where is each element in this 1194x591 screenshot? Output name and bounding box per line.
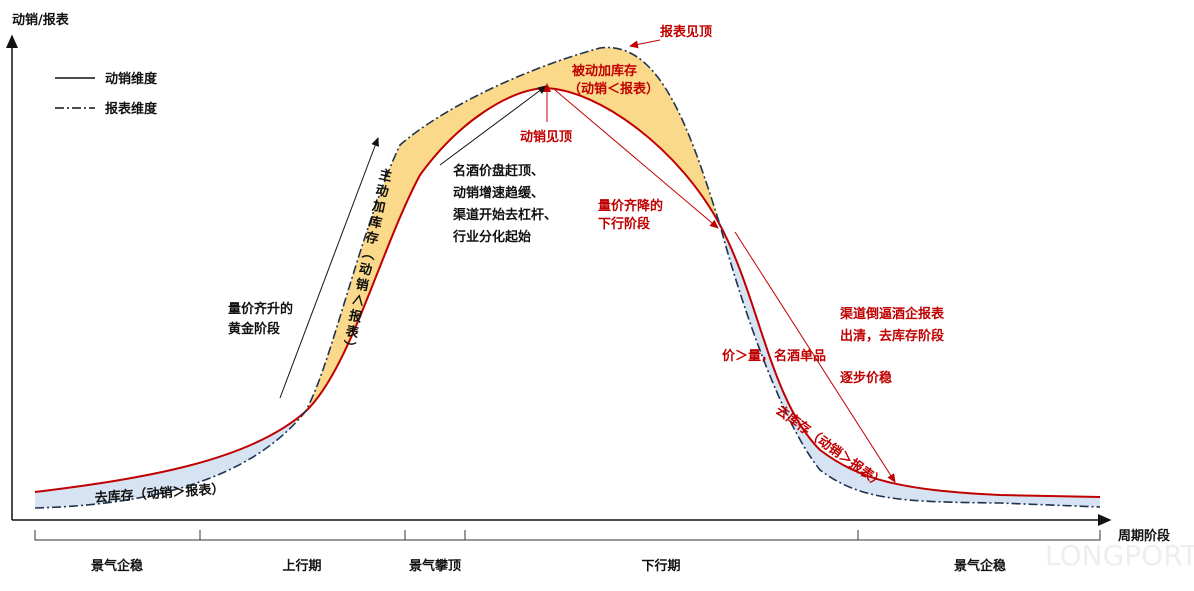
annotation: 逐步价稳	[840, 370, 892, 386]
arrow	[439, 85, 547, 166]
annotation: 量价齐降的	[598, 198, 663, 214]
annotation: 量价齐升的	[228, 301, 293, 317]
legend-label: 报表维度	[105, 101, 158, 117]
destock-area-left	[35, 412, 305, 508]
phase-label: 景气攀顶	[409, 558, 461, 574]
arrow	[554, 89, 719, 229]
report-curve	[34, 46, 1101, 509]
annotation: 渠道倒逼酒企报表	[839, 306, 945, 322]
phase-label: 景气企稳	[91, 558, 143, 574]
annotation: 主动加库存（动销＜报表）	[338, 166, 394, 358]
annotation: 行业分化起始	[452, 229, 531, 245]
annotation: 出清，去库存阶段	[840, 328, 944, 344]
annotation: （动销＜报表）	[568, 81, 659, 97]
legend-label: 动销维度	[105, 71, 158, 87]
arrow	[629, 39, 661, 49]
annotation: 动销见顶	[520, 129, 572, 145]
annotation: 报表见顶	[660, 24, 712, 40]
annotation: 价＞量，名酒单品	[722, 348, 826, 364]
watermark: LONGPORT	[1045, 539, 1194, 572]
destock-area-right	[720, 225, 1100, 507]
annotation: 黄金阶段	[228, 321, 280, 337]
phase-label: 景气企稳	[954, 558, 1006, 574]
arrow	[279, 137, 379, 399]
annotation: 被动加库存	[571, 63, 637, 79]
annotation: 动销增速趋缓、	[453, 185, 544, 201]
arrow	[734, 231, 896, 483]
annotation: 名酒价盘赶顶、	[453, 163, 544, 179]
x-axis-label: 周期阶段	[1118, 528, 1170, 544]
annotation: 渠道开始去杠杆、	[452, 207, 557, 223]
sales-curve	[34, 86, 1101, 498]
phase-label: 下行期	[641, 558, 680, 574]
annotation: 下行阶段	[598, 216, 650, 232]
y-axis-label: 动销/报表	[12, 12, 70, 28]
passive-stock-area	[305, 47, 720, 412]
annotation: 去库存（动销＞报表）	[773, 402, 888, 491]
phase-brace	[34, 530, 1101, 541]
phase-label: 上行期	[282, 558, 321, 574]
